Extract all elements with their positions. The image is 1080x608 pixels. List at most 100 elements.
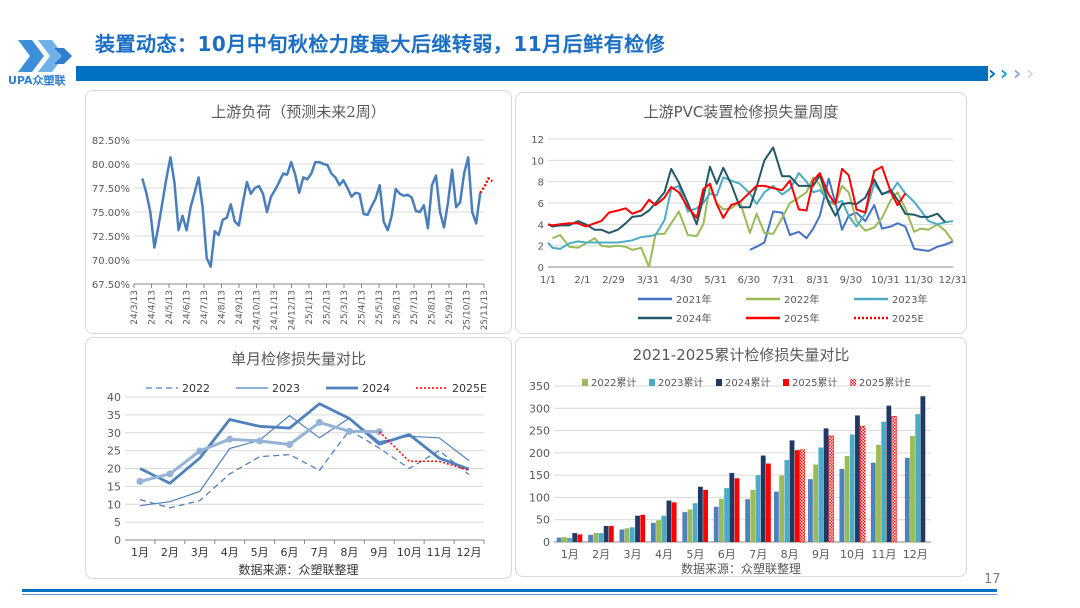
series-line (378, 431, 470, 472)
y-tick-label: 12 (531, 135, 544, 146)
bar (876, 444, 881, 542)
x-tick-label: 11月 (427, 546, 452, 559)
chart-title: 2021-2025累计检修损失量对比 (632, 346, 850, 364)
data-point (196, 447, 204, 455)
x-tick-label: 12月 (903, 548, 928, 561)
x-tick-label: 25/1/13 (305, 290, 315, 325)
x-tick-label: 4月 (221, 546, 239, 559)
page-title: 装置动态：10月中旬秋检力度最大后继转弱，11月后鲜有检修 (95, 32, 666, 56)
bar (561, 537, 567, 542)
bar (760, 455, 766, 542)
chart-svg: 67.50% 70.00% 72.50% 75.00% 77.50% 80.00% 82.5… (92, 136, 494, 330)
y-tick-label: 250 (529, 425, 550, 438)
series-line (547, 146, 946, 234)
x-tick-label: 6月 (718, 548, 736, 561)
data-point (286, 441, 294, 449)
bar (734, 478, 740, 542)
x-tick-label: 24/6/13 (183, 290, 193, 325)
x-tick-label: 2月 (592, 548, 610, 561)
legend-label: 2025累计 (792, 376, 837, 389)
data-point (256, 437, 264, 445)
chart-weekly-maintenance-loss: 上游PVC装置检修损失量周度 0 2 4 6 8 10 12 1/1 2/1 2/29 3/31 4/… (515, 92, 967, 334)
x-tick-label: 9月 (370, 546, 388, 559)
load-line (141, 156, 482, 268)
y-tick-label: 100 (529, 491, 550, 504)
y-tick-label: 0 (114, 534, 121, 547)
y-tick-label: 30 (107, 427, 121, 440)
chart-cumulative-loss-comparison: 2021-2025累计检修损失量对比 0 50 100 150 200 250 300 350… (515, 337, 967, 577)
series-line (139, 429, 470, 509)
x-tick-label: 25/2/13 (323, 290, 333, 325)
x-tick-label: 9月 (812, 548, 830, 561)
data-point (375, 428, 383, 436)
series-line (547, 172, 954, 250)
bar (588, 534, 593, 542)
y-tick-label: 200 (529, 447, 550, 460)
chart-title: 单月检修损失量对比 (230, 350, 366, 368)
x-tick-label: 25/4/13 (358, 290, 368, 325)
footer-line (22, 594, 997, 595)
x-tick-label: 24/12/13 (288, 290, 298, 330)
x-tick-label: 12/31 (939, 275, 966, 286)
x-tick-label: 7/31 (772, 275, 794, 286)
logo-mark-icon (18, 40, 72, 72)
chart-source: 数据来源：众塑联整理 (238, 563, 359, 577)
legend-label: 2022 (182, 382, 210, 395)
series-line (139, 420, 380, 483)
legend-label: 2025E (452, 382, 487, 395)
footer-line (22, 589, 997, 592)
legend-label: 2023 (272, 382, 300, 395)
bar (881, 421, 887, 542)
x-tick-label: 9/30 (840, 275, 862, 286)
y-tick-label: 75.00% (92, 208, 130, 219)
x-tick-label: 25/3/13 (340, 290, 350, 325)
x-tick-label: 24/11/13 (270, 290, 280, 330)
chart-svg: 0 5 10 15 20 25 30 35 40 1月 2月 3月 4月 5月 6月 7月 8月 9月 10月 11月… (107, 382, 487, 559)
bar (718, 498, 724, 542)
bar (692, 503, 698, 542)
x-tick-label: 1月 (561, 548, 579, 561)
legend-label: 2024年 (676, 312, 711, 325)
x-tick-label: 25/5/13 (375, 290, 385, 325)
bar (794, 450, 800, 542)
y-tick-label: 70.00% (92, 256, 130, 267)
bar (603, 525, 609, 542)
x-tick-label: 5月 (251, 546, 269, 559)
x-tick-label: 2月 (161, 546, 179, 559)
x-tick-label: 3/31 (637, 275, 659, 286)
bar (671, 502, 677, 542)
bar (779, 475, 785, 542)
y-tick-label: 67.50% (92, 280, 130, 291)
x-tick-label: 25/7/13 (410, 290, 420, 325)
bar (577, 534, 583, 542)
bar (703, 489, 708, 542)
x-tick-label: 8月 (781, 548, 799, 561)
bar (608, 525, 614, 542)
x-tick-label: 24/5/13 (165, 290, 175, 325)
x-tick-label: 24/7/13 (200, 290, 210, 325)
chevron-right-icon: › (1000, 61, 1009, 85)
x-tick-label: 24/8/13 (218, 290, 228, 325)
chart-title: 上游负荷（预测未来2周） (211, 103, 386, 121)
bar (774, 491, 779, 542)
y-tick-label: 8 (538, 178, 544, 189)
bar (844, 455, 850, 542)
series-line (552, 176, 954, 268)
x-tick-label: 11月 (871, 548, 896, 561)
bar (904, 457, 910, 542)
x-tick-label: 25/9/13 (445, 290, 455, 325)
x-tick-label: 25/8/13 (428, 290, 438, 325)
x-tick-label: 10月 (840, 548, 865, 561)
page-number: 17 (984, 572, 1001, 587)
series-line (547, 165, 907, 228)
y-tick-label: 10 (531, 156, 544, 167)
legend-swatch (783, 379, 789, 386)
y-tick-label: 77.50% (92, 184, 130, 195)
bar (656, 520, 661, 542)
y-tick-label: 72.50% (92, 232, 130, 243)
bar (813, 464, 819, 542)
bar (682, 512, 688, 542)
legend-label: 2025累计E (859, 376, 911, 389)
bar (629, 527, 635, 542)
legend-swatch (649, 379, 655, 386)
